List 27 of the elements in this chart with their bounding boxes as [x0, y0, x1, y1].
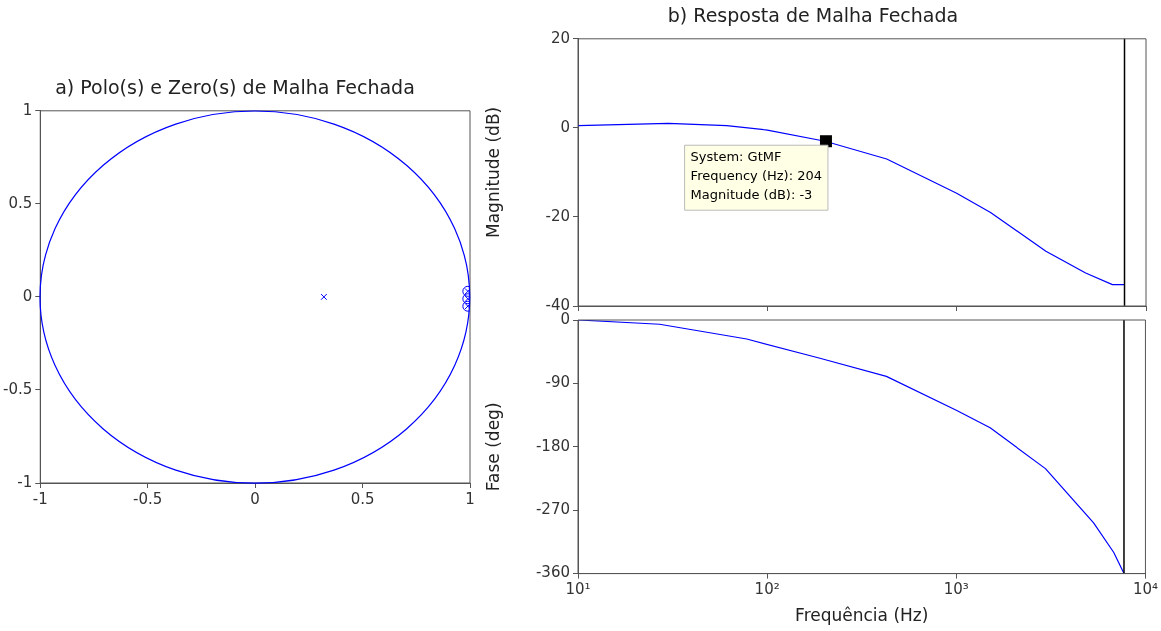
x-tick-label: -0.5 — [133, 489, 163, 508]
x-tick-label: 10¹ — [565, 580, 591, 599]
y-tick-label: 1 — [22, 100, 33, 119]
y-tick-label: -360 — [535, 563, 570, 582]
y-tick-label: 0.5 — [8, 193, 33, 212]
x-tick-label: 0 — [250, 489, 260, 508]
y-tick-label: -270 — [535, 500, 570, 519]
y-tick-label: 0 — [560, 309, 570, 328]
y-tick-label: -0.5 — [2, 379, 33, 398]
chart-title: a) Polo(s) e Zero(s) de Malha Fechada — [55, 76, 415, 99]
y-tick-label: 0 — [560, 117, 570, 136]
x-axis-title: Frequência (Hz) — [795, 605, 929, 626]
y-tick-label: -1 — [17, 472, 33, 491]
x-tick-label: 10⁴ — [1132, 580, 1158, 599]
y-tick-label: -90 — [545, 373, 570, 392]
y-axis-title: Magnitude (dB) — [482, 106, 503, 238]
y-axis-title: Fase (deg) — [482, 402, 503, 492]
x-tick-label: 1 — [465, 489, 475, 508]
x-tick-label: 10³ — [943, 580, 969, 599]
chart-title: b) Resposta de Malha Fechada — [667, 4, 959, 27]
y-tick-label: -20 — [545, 206, 570, 225]
annotation: System: GtMF Frequency (Hz): 204 Magnitude (dB): -3 — [690, 149, 822, 203]
y-tick-label: -180 — [535, 436, 570, 455]
y-tick-label: 0 — [22, 286, 33, 305]
y-tick-label: 20 — [550, 28, 570, 47]
x-tick-label: 0.5 — [350, 489, 375, 508]
x-tick-label: 10² — [754, 580, 780, 599]
